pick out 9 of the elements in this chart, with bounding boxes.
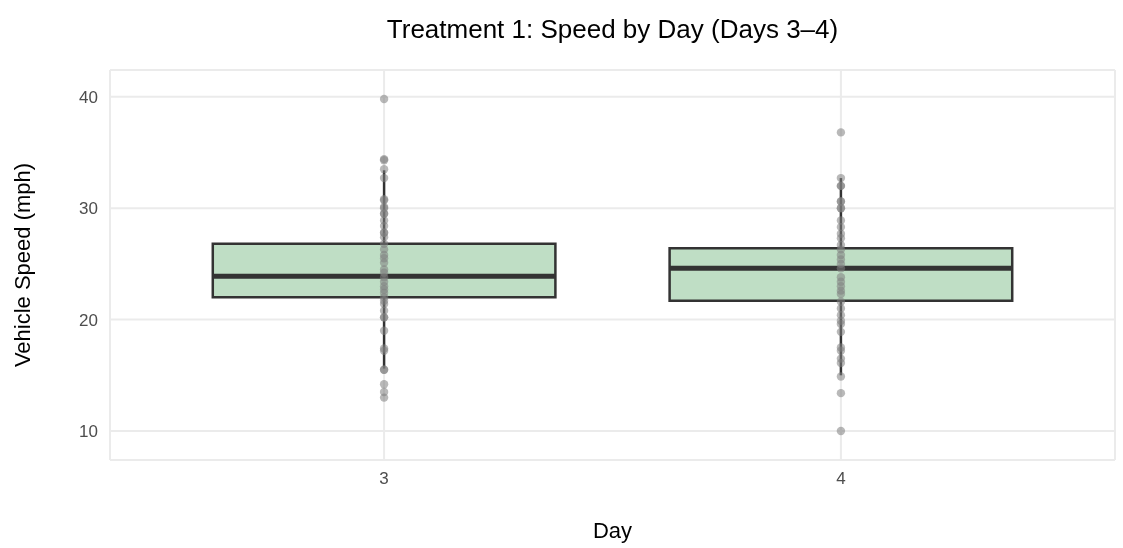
y-tick-label: 40 bbox=[79, 87, 98, 107]
y-tick-label: 20 bbox=[79, 310, 98, 330]
y-tick-label: 10 bbox=[79, 422, 98, 442]
y-tick-label: 30 bbox=[79, 199, 98, 219]
y-axis-title: Vehicle Speed (mph) bbox=[9, 162, 35, 368]
x-axis-title: Day bbox=[592, 518, 633, 543]
x-tick-label: 4 bbox=[836, 469, 846, 489]
x-tick-label: 3 bbox=[379, 469, 389, 489]
chart-title: Treatment 1: Speed by Day (Days 3–4) bbox=[385, 14, 840, 45]
